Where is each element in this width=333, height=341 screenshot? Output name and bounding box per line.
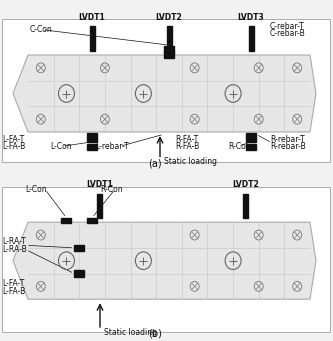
Text: R-rebar-B: R-rebar-B <box>270 142 306 151</box>
Bar <box>87 218 97 223</box>
Text: LVDT1: LVDT1 <box>79 13 106 22</box>
Text: LVDT2: LVDT2 <box>156 13 182 22</box>
Bar <box>164 46 174 52</box>
Text: L-FA-B: L-FA-B <box>2 287 25 296</box>
Text: R-FA-B: R-FA-B <box>175 142 199 151</box>
Text: C-rebar-T: C-rebar-T <box>270 22 305 31</box>
Text: R-Con: R-Con <box>100 185 123 194</box>
Text: R-FA-T: R-FA-T <box>175 135 198 144</box>
Text: L-FA-T: L-FA-T <box>2 135 24 144</box>
Bar <box>246 133 256 142</box>
Bar <box>62 218 72 223</box>
Bar <box>166 26 171 50</box>
FancyBboxPatch shape <box>2 187 330 332</box>
Bar <box>87 144 97 150</box>
Text: R-Con: R-Con <box>228 142 251 151</box>
Bar <box>246 144 256 150</box>
Text: (b): (b) <box>148 329 162 339</box>
Bar <box>90 26 95 50</box>
Bar <box>74 270 84 277</box>
Text: L-FA-T: L-FA-T <box>2 279 24 288</box>
Text: C-Con: C-Con <box>30 25 53 34</box>
Text: L-RA-B: L-RA-B <box>2 245 27 254</box>
FancyBboxPatch shape <box>2 19 330 162</box>
Text: LVDT1: LVDT1 <box>86 180 113 189</box>
Text: L-RA-T: L-RA-T <box>2 237 26 247</box>
Text: L-Con: L-Con <box>50 142 72 151</box>
Text: Static loading: Static loading <box>104 328 157 337</box>
Bar <box>74 244 84 251</box>
Text: LVDT2: LVDT2 <box>232 180 259 189</box>
Bar <box>248 26 253 50</box>
Text: L-FA-B: L-FA-B <box>2 142 25 151</box>
Text: L-Con: L-Con <box>25 185 47 194</box>
Text: R-rebar-T: R-rebar-T <box>270 135 305 144</box>
Text: Static loading: Static loading <box>164 157 217 166</box>
Text: (a): (a) <box>148 158 162 168</box>
Text: C-rebar-B: C-rebar-B <box>270 29 306 38</box>
Polygon shape <box>13 55 316 132</box>
Bar <box>164 50 174 58</box>
Bar <box>243 194 248 218</box>
Text: L-rebar-T: L-rebar-T <box>95 142 129 151</box>
Bar <box>97 194 102 218</box>
Polygon shape <box>13 222 316 299</box>
Bar <box>87 133 97 142</box>
Text: LVDT3: LVDT3 <box>238 13 264 22</box>
